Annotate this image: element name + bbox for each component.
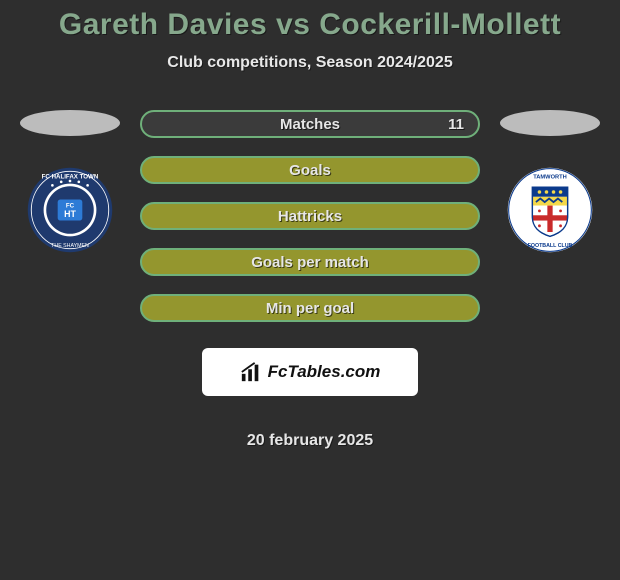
stat-bar-goals: Goals	[140, 156, 480, 184]
stat-label: Goals per match	[251, 254, 369, 271]
page-title: Gareth Davies vs Cockerill-Mollett	[0, 8, 620, 42]
svg-text:FOOTBALL CLUB: FOOTBALL CLUB	[528, 243, 573, 249]
club-crest-left: FC HALIFAX TOWN THE SHAYMEN FC HT	[20, 166, 120, 254]
club-crest-right: TAMWORTH FOOTBALL CLUB	[500, 166, 600, 254]
halifax-crest-icon: FC HALIFAX TOWN THE SHAYMEN FC HT	[20, 166, 120, 254]
stat-bar-goals-per-match: Goals per match	[140, 248, 480, 276]
svg-text:FC HALIFAX TOWN: FC HALIFAX TOWN	[42, 173, 99, 180]
svg-text:TAMWORTH: TAMWORTH	[533, 174, 567, 180]
body-row: FC HALIFAX TOWN THE SHAYMEN FC HT Matche…	[0, 110, 620, 450]
stat-label: Goals	[289, 162, 331, 179]
tamworth-crest-icon: TAMWORTH FOOTBALL CLUB	[500, 166, 600, 254]
player-ellipse-right	[500, 110, 600, 136]
stat-label: Hattricks	[278, 208, 342, 225]
report-date: 20 february 2025	[140, 432, 480, 450]
brand-text: FcTables.com	[268, 362, 381, 382]
stat-bar-min-per-goal: Min per goal	[140, 294, 480, 322]
stat-label: Min per goal	[266, 300, 354, 317]
stat-bar-hattricks: Hattricks	[140, 202, 480, 230]
bars-chart-icon	[240, 361, 262, 383]
stats-column: Matches 11 Goals Hattricks Goals per mat…	[140, 110, 480, 450]
stat-label: Matches	[280, 116, 340, 133]
svg-text:HT: HT	[64, 209, 76, 219]
player-ellipse-left	[20, 110, 120, 136]
page-subtitle: Club competitions, Season 2024/2025	[0, 54, 620, 72]
stat-value-right: 11	[448, 116, 464, 133]
stat-bar-matches: Matches 11	[140, 110, 480, 138]
left-column: FC HALIFAX TOWN THE SHAYMEN FC HT	[20, 110, 120, 254]
brand-badge[interactable]: FcTables.com	[202, 348, 418, 396]
svg-text:THE SHAYMEN: THE SHAYMEN	[51, 243, 89, 249]
right-column: TAMWORTH FOOTBALL CLUB	[500, 110, 600, 254]
comparison-card: Gareth Davies vs Cockerill-Mollett Club …	[0, 0, 620, 450]
